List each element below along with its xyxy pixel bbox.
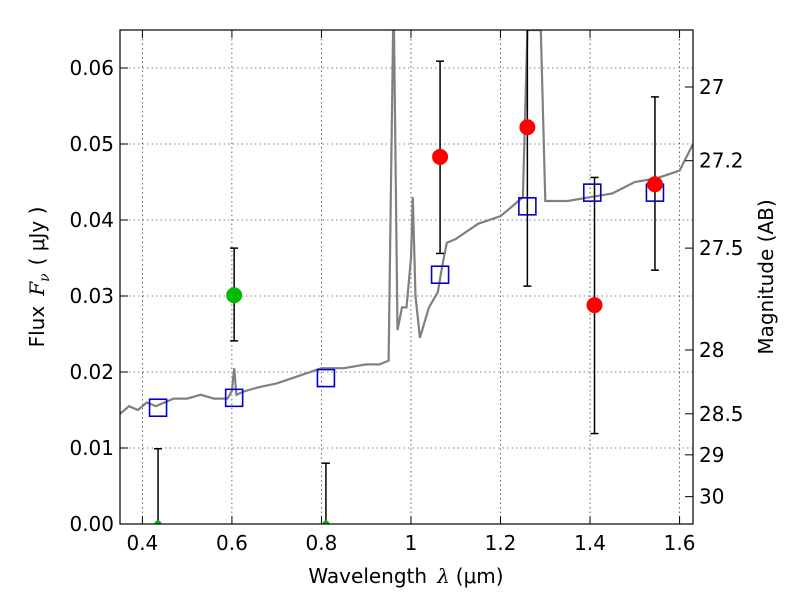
mag-tick-label: 27.2 [699,149,744,173]
y-tick-label: 0.04 [69,208,114,232]
mag-tick-label: 30 [699,485,724,509]
red-data-point [519,119,536,136]
y-tick-label: 0.03 [69,284,114,308]
y-tick-label: 0.05 [69,132,114,156]
model-photometry-point [148,398,168,418]
mag-tick-label: 28.5 [699,402,744,426]
x-tick-label: 0.6 [216,531,248,555]
marker-layer [148,119,665,524]
model-photometry-point [582,183,602,202]
green-data-point [154,520,162,524]
mag-tick-label: 27 [699,75,724,99]
x-tick-label: 1 [405,531,418,555]
y-tick-label: 0.06 [69,56,114,80]
y-tick-label: 0.00 [69,512,114,536]
grid [120,30,693,525]
y-tick-label: 0.02 [69,360,114,384]
model-spectrum-layer [120,30,693,415]
red-data-point [432,148,449,165]
red-data-point [586,297,603,314]
mag-tick-label: 27.5 [699,236,744,260]
model-photometry-point [224,388,244,408]
mag-tick-label: 29 [699,443,724,467]
x-tick-label: 0.4 [126,531,158,555]
x-tick-label: 1.6 [664,531,696,555]
plot-frame [119,29,694,525]
y-axis-label-right: Magnitude (AB) [754,199,778,354]
tick-layer: 0.4 0.6 0.8 1 1.2 1.4 1.6 0.00 0.01 0.02 0.03 0.04 0… [69,30,744,555]
green-data-point [226,287,243,304]
y-axis-label-left: FluxFν( μJy ) [25,207,53,348]
x-tick-label: 1.4 [574,531,606,555]
model-photometry-point [518,197,537,216]
green-data-point [322,520,330,524]
red-data-point [646,176,663,193]
model-photometry-point [316,368,336,388]
y-tick-label: 0.01 [69,436,114,460]
model-photometry-point [430,265,450,285]
plot-background [120,30,693,524]
x-tick-label: 0.8 [306,531,338,555]
mag-tick-label: 28 [699,338,724,362]
x-tick-label: 1.2 [485,531,517,555]
model-spectrum-line [120,30,693,415]
x-axis-label: Wavelength λ (μm) [308,564,503,588]
